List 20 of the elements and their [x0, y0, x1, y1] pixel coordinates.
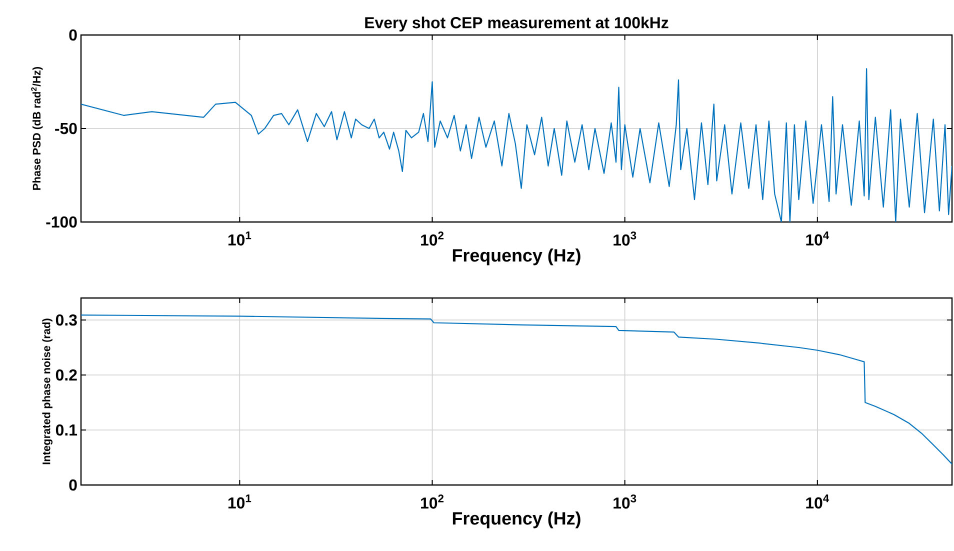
y-axis-title: Integrated phase noise (rad) [42, 318, 52, 464]
chart-title: Every shot CEP measurement at 100kHz [365, 16, 668, 32]
y-tick-label: -100 [46, 216, 77, 228]
x-tick-label: 10$^{2}$ [421, 494, 444, 509]
x-tick-label: 10$^{3}$ [614, 494, 636, 509]
x-axis-title: Frequency (Hz) [452, 248, 580, 266]
x-tick-label: 10$^{1}$ [228, 232, 252, 246]
y-axis-title: Phase PSD (dB rad$^{2}$/Hz) [31, 66, 43, 190]
y-tick-label: 0 [69, 29, 77, 41]
x-tick-label: 10$^{3}$ [614, 231, 636, 246]
x-tick-label: 10$^{4}$ [806, 232, 830, 246]
y-tick-label: 0.1 [56, 424, 78, 436]
y-tick-label: -50 [55, 122, 77, 134]
x-tick-label: 10$^{2}$ [421, 231, 444, 246]
y-tick-label: 0 [69, 479, 77, 491]
y-tick-label: 0.3 [56, 314, 77, 326]
x-tick-label: 10$^{1}$ [228, 494, 252, 509]
y-tick-label: 0.2 [56, 369, 77, 381]
x-tick-label: 10$^{4}$ [806, 494, 830, 509]
x-axis-title: Frequency (Hz) [452, 512, 580, 528]
